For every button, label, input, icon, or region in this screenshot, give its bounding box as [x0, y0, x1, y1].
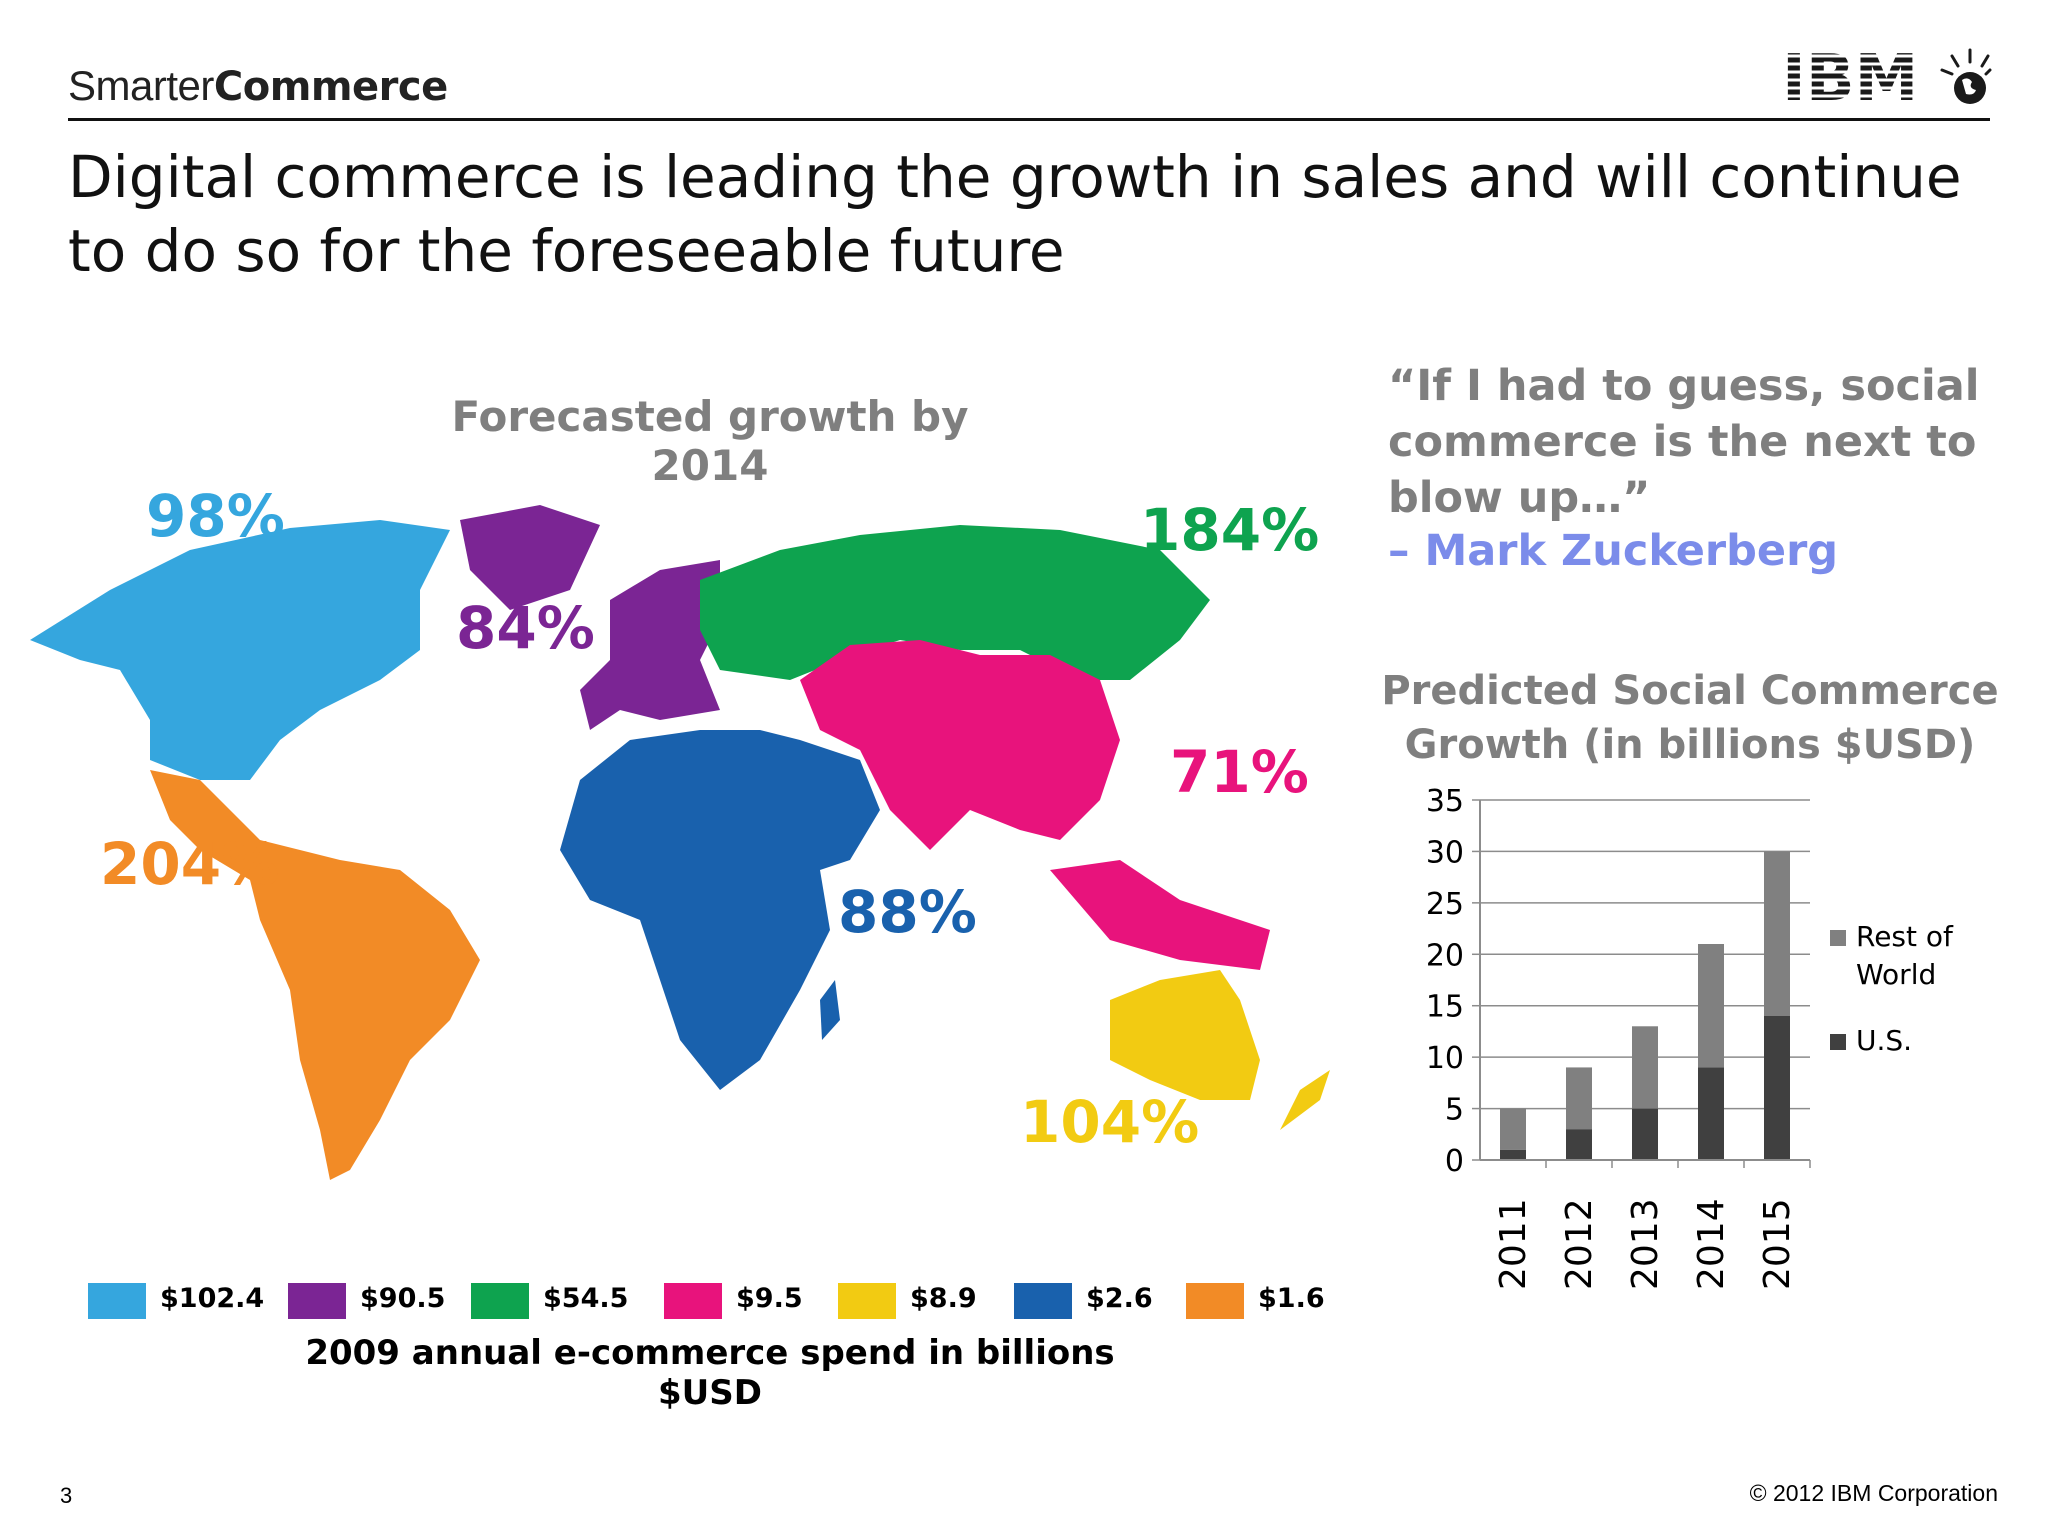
- map-legend: $102.4 $90.5 $54.5 $9.5 $8.9 $2.6 $1.6: [88, 1283, 1348, 1323]
- legend-swatch: [471, 1283, 529, 1319]
- region-new-zealand: [1280, 1070, 1330, 1130]
- legend-label: $9.5: [736, 1283, 803, 1314]
- growth-label-africa: 88%: [838, 878, 977, 946]
- x-tick-label: 2011: [1493, 1198, 1534, 1290]
- growth-label-latin-america: 204%: [100, 830, 279, 898]
- growth-label-russia: 184%: [1140, 496, 1319, 564]
- growth-label-europe: 84%: [456, 594, 595, 662]
- brand-light: Smarter: [68, 62, 214, 109]
- x-tick-label: 2012: [1559, 1198, 1600, 1290]
- slide-title: Digital commerce is leading the growth i…: [68, 143, 1962, 285]
- quote-text: “If I had to guess, social commerce is t…: [1388, 361, 1980, 523]
- quote-author: – Mark Zuckerberg: [1388, 526, 1839, 576]
- bar-segment-us: [1764, 1016, 1790, 1160]
- growth-label-north-america: 98%: [146, 482, 285, 550]
- y-tick-label: 35: [1426, 784, 1464, 819]
- map-title: Forecasted growth by 2014: [451, 392, 969, 490]
- smartercommerce-logo: SmarterCommerce: [68, 62, 448, 110]
- chart-title-line-2: Growth (in billions $USD): [1405, 722, 1976, 768]
- legend-label: Rest of: [1856, 920, 1954, 953]
- bar-segment-rest-of-world: [1764, 851, 1790, 1016]
- region-southeast-asia: [1050, 860, 1270, 970]
- legend-label: $2.6: [1086, 1283, 1153, 1314]
- region-madagascar: [820, 980, 840, 1040]
- legend-caption: 2009 annual e-commerce spend in billions…: [305, 1333, 1115, 1413]
- chart-title-line-1: Predicted Social Commerce: [1381, 668, 1998, 714]
- legend-swatch: [1830, 930, 1846, 946]
- growth-label-asia: 71%: [1170, 738, 1309, 806]
- legend-label: $1.6: [1258, 1283, 1325, 1314]
- legend-label: $90.5: [360, 1283, 446, 1314]
- legend-label: $54.5: [543, 1283, 629, 1314]
- legend-swatch: [1186, 1283, 1244, 1319]
- legend-swatch: [88, 1283, 146, 1319]
- y-tick-label: 25: [1426, 887, 1464, 922]
- legend-swatch: [838, 1283, 896, 1319]
- smarter-planet-icon: [1940, 48, 1992, 104]
- region-oceania: [1110, 970, 1260, 1100]
- y-tick-label: 20: [1426, 938, 1464, 973]
- bar-segment-us: [1566, 1129, 1592, 1160]
- x-tick-label: 2015: [1757, 1198, 1798, 1290]
- ibm-logo: IBM IBM: [1782, 44, 1992, 110]
- bar-segment-rest-of-world: [1566, 1067, 1592, 1130]
- legend-swatch: [1014, 1283, 1072, 1319]
- y-tick-label: 10: [1426, 1041, 1464, 1076]
- chart-bars: [1500, 851, 1790, 1160]
- legend-label: $8.9: [910, 1283, 977, 1314]
- bar-segment-rest-of-world: [1698, 944, 1724, 1068]
- page-number: 3: [60, 1483, 73, 1508]
- region-latin-america: [150, 770, 480, 1180]
- y-tick-label: 0: [1445, 1144, 1464, 1179]
- legend-swatch: [1830, 1034, 1846, 1050]
- bar-segment-rest-of-world: [1632, 1026, 1658, 1109]
- bar-segment-us: [1698, 1067, 1724, 1160]
- social-commerce-chart: Predicted Social Commerce Growth (in bill…: [1381, 668, 1998, 1290]
- legend-swatch: [288, 1283, 346, 1319]
- world-map: 98% 84% 184% 71% 104% 88% 204%: [30, 482, 1330, 1180]
- region-greenland: [460, 505, 600, 610]
- region-europe: [580, 560, 720, 730]
- region-africa-middle-east: [560, 730, 880, 1090]
- x-tick-label: 2014: [1691, 1198, 1732, 1290]
- bar-segment-us: [1632, 1108, 1658, 1160]
- legend-label: World: [1856, 958, 1936, 991]
- y-tick-label: 30: [1426, 835, 1464, 870]
- copyright: © 2012 IBM Corporation: [1749, 1480, 1998, 1506]
- y-tick-label: 5: [1445, 1093, 1464, 1128]
- region-asia: [800, 640, 1120, 850]
- growth-label-oceania: 104%: [1020, 1088, 1199, 1156]
- x-tick-label: 2013: [1625, 1198, 1666, 1290]
- legend-swatch: [664, 1283, 722, 1319]
- header-divider: [68, 118, 1990, 121]
- brand-bold: Commerce: [213, 64, 448, 110]
- y-tick-label: 15: [1426, 990, 1464, 1025]
- region-north-america: [30, 520, 450, 780]
- legend-label: $102.4: [160, 1283, 265, 1314]
- chart-axes: 0 5 10 15 20 25 30 35 2011 2012 2013 2014 2015: [1426, 784, 1811, 1290]
- ibm-wordmark: IBM: [1782, 44, 1918, 110]
- bar-segment-rest-of-world: [1500, 1108, 1526, 1150]
- legend-label: U.S.: [1856, 1024, 1912, 1057]
- bar-segment-us: [1500, 1149, 1526, 1160]
- chart-legend: Rest of World U.S.: [1830, 920, 1954, 1057]
- chart-title: Predicted Social Commerce Growth (in bill…: [1381, 668, 1998, 768]
- region-russia: [700, 525, 1210, 680]
